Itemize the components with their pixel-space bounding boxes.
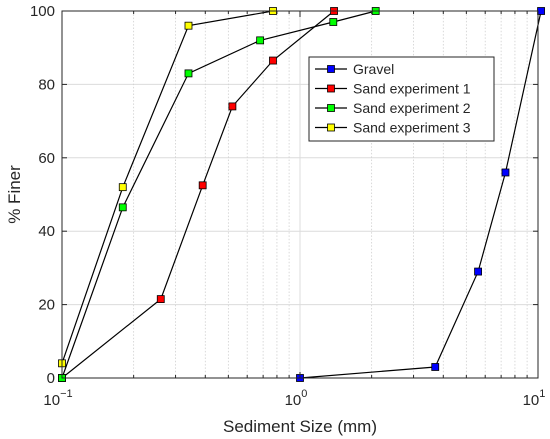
x-tick-label: 101	[523, 388, 546, 409]
y-tick-label: 100	[30, 3, 55, 20]
series-line	[61, 10, 335, 379]
legend-marker	[327, 104, 335, 112]
x-tick-label: 10−1	[43, 388, 72, 409]
data-point	[537, 7, 545, 15]
data-point	[156, 295, 165, 303]
legend: Gravel Sand experiment 1 Sand experiment 2…	[308, 56, 495, 142]
data-point	[118, 203, 127, 212]
data-point	[256, 36, 265, 45]
x-tick-base: 10	[523, 392, 540, 409]
x-tick-base: 10	[285, 392, 302, 409]
tick-layer	[61, 10, 539, 379]
legend-marker	[327, 84, 335, 93]
data-point	[474, 267, 482, 276]
x-tick-exponent: 0	[301, 388, 307, 400]
legend-label: Sand experiment 2	[353, 100, 471, 116]
x-axis-label: Sediment Size (mm)	[223, 417, 377, 436]
data-point	[118, 183, 127, 192]
data-point	[198, 181, 207, 190]
x-tick-exponent: −1	[60, 388, 73, 400]
data-point	[329, 18, 338, 26]
legend-label: Gravel	[353, 61, 394, 77]
y-tick-label: 80	[38, 76, 55, 93]
legend-label: Sand experiment 1	[353, 81, 471, 97]
x-tick-exponent: 1	[539, 388, 545, 400]
x-tick-base: 10	[43, 392, 60, 409]
legend-label: Sand experiment 3	[353, 120, 471, 136]
data-point	[228, 102, 237, 111]
legend-marker	[327, 65, 335, 73]
x-tick-label: 100	[285, 388, 308, 409]
legend-marker	[327, 123, 335, 132]
data-point	[184, 69, 193, 78]
series-line	[61, 10, 376, 379]
y-tick-label: 60	[38, 150, 55, 167]
series-layer	[58, 7, 545, 382]
data-point	[501, 168, 510, 177]
y-tick-label: 20	[38, 297, 55, 314]
y-tick-label: 40	[38, 223, 55, 240]
series-line	[61, 10, 274, 364]
data-point	[431, 363, 440, 371]
data-point	[184, 21, 193, 30]
y-axis-label: % Finer	[5, 165, 24, 224]
data-point	[269, 56, 277, 65]
y-tick-label: 0	[47, 370, 55, 387]
